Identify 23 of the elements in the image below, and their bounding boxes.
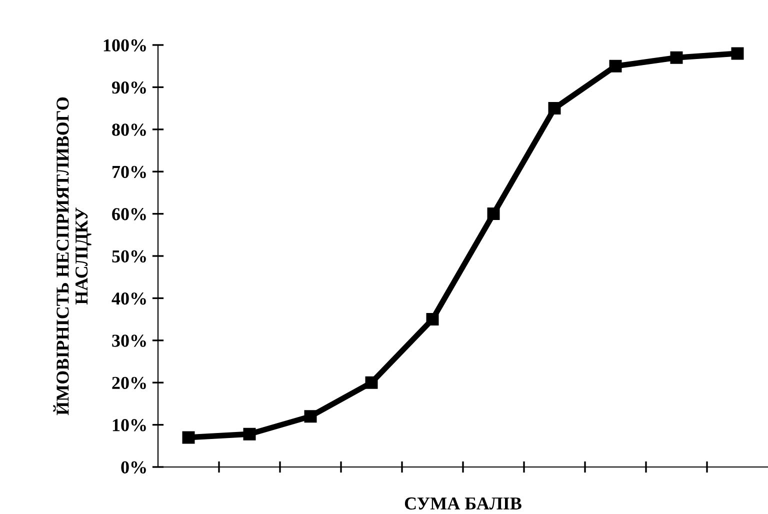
y-tick-label: 100% [104,39,146,52]
y-tick-label: 0% [121,461,146,474]
y-tick-label: 80% [112,124,146,136]
point [731,47,744,60]
point [365,376,378,389]
y-tick-label: 70% [112,166,146,178]
point [548,102,561,115]
point [487,208,500,220]
point [304,410,317,423]
x-axis-title: СУМА БАЛІВ [404,497,522,510]
y-tick-label: 60% [112,208,146,220]
point [426,313,439,326]
point [243,428,256,440]
y-tick-label: 10% [112,419,146,432]
y-tick-label: 20% [112,376,146,390]
y-tick-label: 50% [112,250,146,262]
y-axis-title: ЙМОВІРНІСТЬ НЕСПРИЯТЛИВОГО НАСЛІДКУ [53,97,92,416]
y-tick-label: 40% [112,292,146,305]
y-tick-label: 90% [112,81,146,94]
y-tick-label: 30% [112,334,146,347]
point [182,431,195,444]
point [609,60,622,72]
point [670,51,683,64]
